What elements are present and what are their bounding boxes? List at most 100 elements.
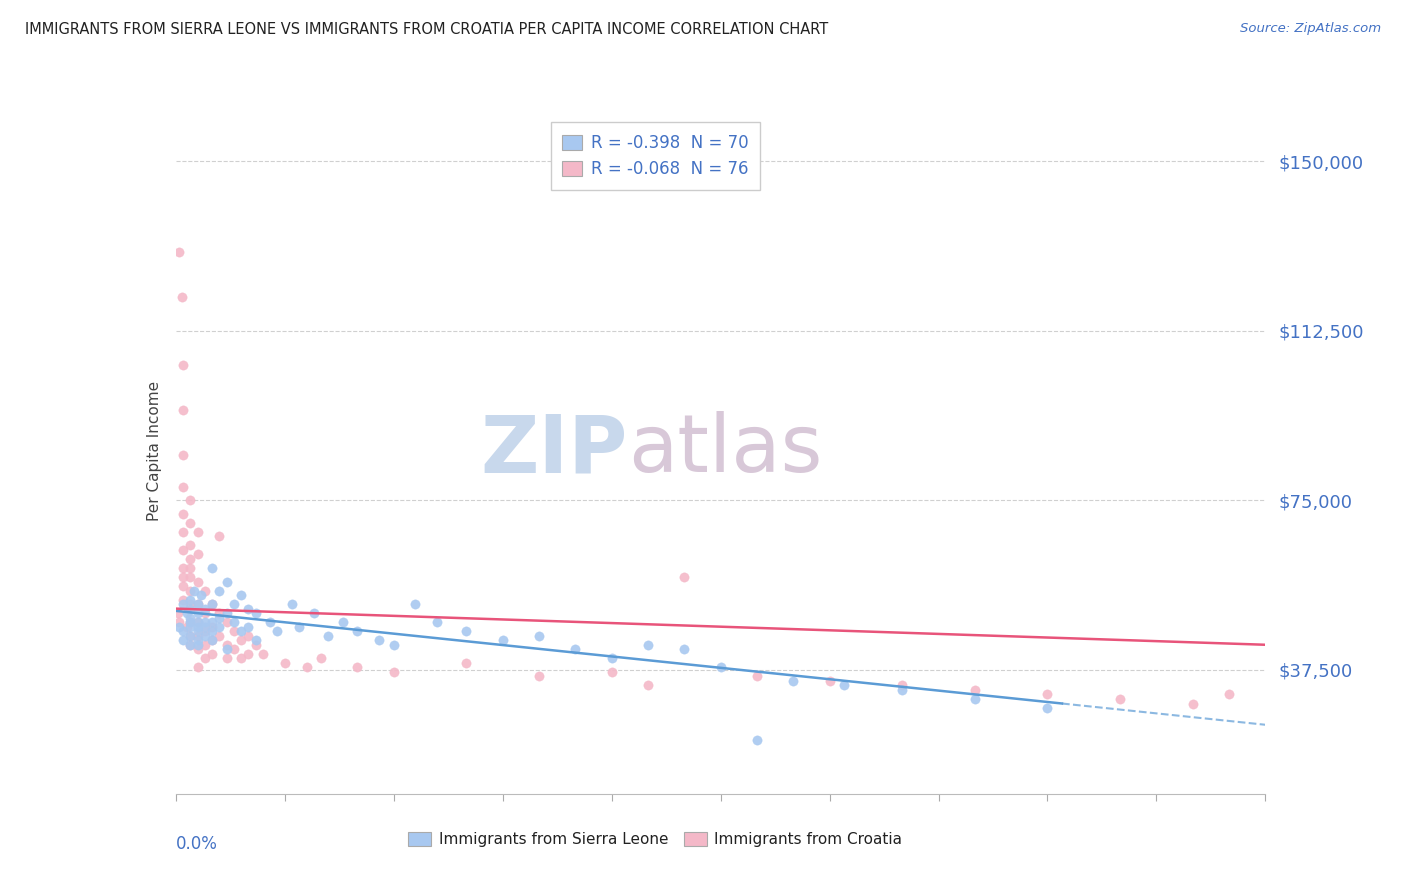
Text: IMMIGRANTS FROM SIERRA LEONE VS IMMIGRANTS FROM CROATIA PER CAPITA INCOME CORREL: IMMIGRANTS FROM SIERRA LEONE VS IMMIGRAN… — [25, 22, 828, 37]
Point — [179, 570, 201, 584]
Point — [637, 638, 659, 652]
Point — [172, 592, 194, 607]
Point — [673, 570, 696, 584]
Point — [208, 610, 231, 624]
Point — [169, 244, 191, 259]
Point — [194, 638, 217, 652]
Point — [172, 597, 194, 611]
Point — [201, 624, 224, 639]
Point — [382, 665, 405, 679]
Point — [252, 647, 274, 661]
Point — [295, 660, 318, 674]
Point — [194, 651, 217, 665]
Point — [172, 561, 194, 575]
Point — [963, 692, 986, 706]
Point — [172, 448, 194, 462]
Point — [201, 633, 224, 648]
Point — [222, 642, 245, 657]
Point — [186, 597, 209, 611]
Point — [891, 678, 914, 692]
Point — [179, 552, 201, 566]
Point — [186, 620, 209, 634]
Point — [492, 633, 515, 648]
Point — [186, 629, 209, 643]
Point — [318, 629, 340, 643]
Point — [832, 678, 855, 692]
Point — [208, 529, 231, 543]
Point — [167, 606, 190, 620]
Point — [186, 624, 209, 639]
Point — [201, 647, 224, 661]
Text: ZIP: ZIP — [481, 411, 628, 490]
Point — [222, 615, 245, 630]
Point — [186, 660, 209, 674]
Point — [208, 606, 231, 620]
Point — [201, 615, 224, 630]
Point — [818, 673, 841, 688]
Point — [179, 638, 201, 652]
Point — [1181, 697, 1204, 711]
Point — [172, 633, 194, 648]
Point — [1218, 688, 1240, 702]
Point — [179, 493, 201, 508]
Point — [1036, 688, 1059, 702]
Point — [170, 290, 193, 304]
Text: 0.0%: 0.0% — [176, 835, 218, 853]
Point — [274, 656, 297, 670]
Point — [637, 678, 659, 692]
Point — [179, 516, 201, 530]
Point — [208, 629, 231, 643]
Point — [179, 620, 201, 634]
Point — [222, 624, 245, 639]
Point — [186, 597, 209, 611]
Point — [215, 606, 238, 620]
Point — [179, 597, 201, 611]
Point — [179, 610, 201, 624]
Point — [745, 732, 768, 747]
Point — [782, 673, 804, 688]
Point — [194, 629, 217, 643]
Point — [179, 561, 201, 575]
Point — [176, 620, 198, 634]
Point — [266, 624, 288, 639]
Point — [208, 620, 231, 634]
Point — [1036, 701, 1059, 715]
Point — [194, 624, 217, 639]
Point — [245, 638, 267, 652]
Point — [231, 633, 253, 648]
Point — [346, 660, 368, 674]
Point — [745, 669, 768, 683]
Point — [179, 601, 201, 615]
Point — [426, 615, 449, 630]
Point — [186, 638, 209, 652]
Point — [201, 561, 224, 575]
Point — [172, 507, 194, 521]
Point — [215, 651, 238, 665]
Text: atlas: atlas — [628, 411, 823, 490]
Point — [172, 358, 194, 372]
Point — [963, 682, 986, 697]
Point — [231, 588, 253, 602]
Point — [238, 629, 260, 643]
Point — [172, 624, 194, 639]
Point — [600, 665, 623, 679]
Point — [215, 638, 238, 652]
Point — [179, 583, 201, 598]
Point — [215, 574, 238, 589]
Point — [186, 642, 209, 657]
Point — [710, 660, 733, 674]
Text: Source: ZipAtlas.com: Source: ZipAtlas.com — [1240, 22, 1381, 36]
Point — [186, 615, 209, 630]
Point — [186, 615, 209, 630]
Point — [194, 583, 217, 598]
Point — [245, 633, 267, 648]
Point — [186, 606, 209, 620]
Point — [891, 682, 914, 697]
Point — [456, 624, 478, 639]
Point — [222, 597, 245, 611]
Point — [194, 620, 217, 634]
Point — [194, 601, 217, 615]
Point — [172, 579, 194, 593]
Point — [231, 651, 253, 665]
Point — [179, 538, 201, 552]
